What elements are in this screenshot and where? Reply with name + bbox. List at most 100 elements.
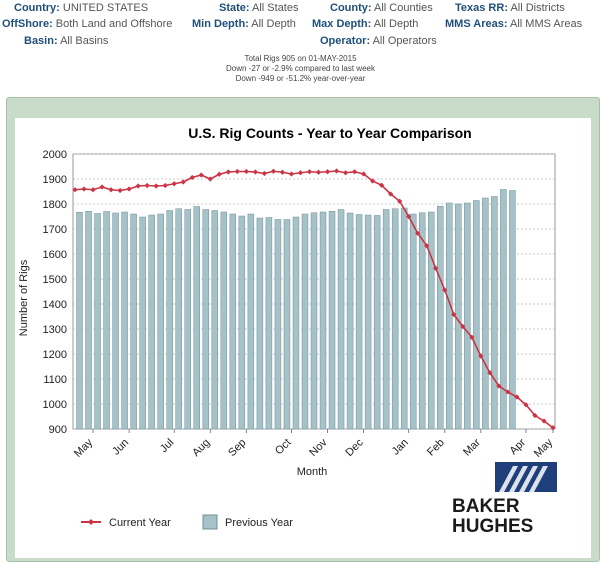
filter-mms-areas: MMS Areas: All MMS Areas bbox=[445, 18, 583, 30]
current-year-point bbox=[207, 176, 213, 182]
filter-country: Country: UNITED STATES bbox=[14, 2, 149, 14]
current-year-point bbox=[523, 402, 529, 408]
previous-year-bar bbox=[202, 209, 209, 430]
y-tick-label: 1400 bbox=[43, 299, 67, 311]
y-tick-label: 900 bbox=[49, 424, 67, 436]
previous-year-bar bbox=[274, 219, 282, 430]
current-year-point bbox=[333, 168, 340, 174]
current-year-point bbox=[351, 169, 358, 175]
current-year-point bbox=[550, 425, 556, 431]
x-tick-label: Feb bbox=[425, 437, 447, 459]
previous-year-bar bbox=[94, 213, 101, 430]
previous-year-bar bbox=[419, 212, 426, 430]
chart-panel: U.S. Rig Counts - Year to Year Compariso… bbox=[15, 118, 591, 558]
current-year-point bbox=[81, 186, 87, 192]
current-year-point bbox=[469, 334, 475, 340]
current-year-point bbox=[153, 183, 159, 189]
previous-year-bar bbox=[437, 206, 444, 430]
current-year-point bbox=[460, 323, 466, 330]
x-tick-label: Jun bbox=[110, 437, 131, 458]
current-year-point bbox=[234, 168, 240, 175]
x-tick-label: Aug bbox=[190, 437, 212, 459]
filter-basin: Basin: All Basins bbox=[24, 35, 109, 47]
previous-year-bar bbox=[400, 207, 408, 430]
previous-year-bar bbox=[301, 213, 309, 430]
filter-min-depth: Min Depth: All Depth bbox=[192, 18, 296, 30]
y-tick-label: 1600 bbox=[43, 249, 67, 261]
x-tick-label: May bbox=[72, 436, 96, 460]
previous-year-bar bbox=[121, 211, 128, 430]
previous-year-bar bbox=[328, 211, 336, 430]
x-tick-label: Sep bbox=[226, 437, 248, 459]
current-year-point bbox=[216, 171, 222, 177]
y-tick-label: 1100 bbox=[43, 374, 67, 386]
previous-year-bar bbox=[76, 212, 83, 430]
y-tick-labels: 900 1000 1100 1200 1300 1400 1500 1600 1700 1800 1… bbox=[43, 149, 67, 436]
logo-stripes bbox=[499, 466, 548, 492]
x-axis-label: Month bbox=[297, 466, 328, 478]
current-year-point bbox=[424, 243, 430, 249]
current-year-point bbox=[225, 169, 231, 175]
baker-hughes-logo: BAKER HUGHES bbox=[452, 462, 557, 537]
current-year-point bbox=[442, 287, 448, 293]
previous-year-bar bbox=[148, 214, 155, 430]
current-year-point bbox=[279, 169, 286, 175]
current-year-point bbox=[297, 170, 304, 176]
previous-year-bar bbox=[130, 213, 137, 430]
current-year-point bbox=[514, 394, 520, 400]
chart-frame: U.S. Rig Counts - Year to Year Compariso… bbox=[6, 97, 600, 562]
x-tick-label: Apr bbox=[507, 436, 528, 457]
current-year-point bbox=[72, 187, 78, 193]
current-year-point bbox=[135, 183, 141, 189]
previous-year-bar bbox=[409, 213, 417, 430]
current-year-point bbox=[288, 171, 295, 177]
chart-title: U.S. Rig Counts - Year to Year Compariso… bbox=[188, 125, 471, 141]
current-year-point bbox=[451, 311, 457, 318]
x-tick-label: Nov bbox=[307, 436, 330, 459]
x-tick-labels: May Jun Jul Aug Sep Oct Nov Dec Jan Feb Mar Apr May bbox=[72, 429, 555, 460]
filter-county: County: All Counties bbox=[330, 2, 433, 14]
current-year-point bbox=[342, 170, 349, 176]
previous-year-bar bbox=[337, 209, 345, 430]
x-tick-label: Jan bbox=[390, 437, 411, 458]
current-year-point bbox=[397, 198, 403, 204]
previous-year-bar bbox=[238, 215, 246, 430]
filter-texas-rr: Texas RR: All Districts bbox=[455, 2, 565, 14]
current-year-point bbox=[415, 230, 421, 236]
previous-year-bar bbox=[139, 216, 146, 430]
current-year-line bbox=[72, 168, 556, 431]
y-tick-label: 1300 bbox=[43, 324, 67, 336]
x-tick-label: Jul bbox=[158, 437, 176, 455]
previous-year-bar bbox=[500, 189, 507, 430]
current-year-point bbox=[541, 418, 547, 424]
filter-summary: Country: UNITED STATES State: All States… bbox=[0, 0, 601, 50]
rig-count-summary: Total Rigs 905 on 01-MAY-2015 Down -27 o… bbox=[0, 54, 601, 84]
previous-year-bar bbox=[292, 216, 300, 430]
previous-year-bar bbox=[166, 210, 173, 430]
x-tick-label: Mar bbox=[461, 436, 483, 458]
previous-year-bar bbox=[373, 215, 381, 430]
legend: Current Year Previous Year bbox=[81, 514, 293, 530]
current-year-point bbox=[370, 178, 376, 184]
previous-year-bar bbox=[229, 213, 237, 430]
legend-current-label: Current Year bbox=[109, 517, 171, 529]
x-tick-label: Dec bbox=[343, 436, 366, 459]
current-year-point bbox=[487, 370, 493, 376]
previous-year-bar bbox=[428, 211, 435, 430]
current-year-point bbox=[243, 168, 249, 175]
y-tick-label: 1500 bbox=[43, 274, 67, 286]
current-year-point bbox=[126, 186, 132, 192]
current-year-point bbox=[496, 383, 502, 389]
current-year-point bbox=[388, 191, 394, 197]
current-year-point bbox=[379, 182, 385, 188]
summary-yearly-change: Down -949 or -51.2% year-over-year bbox=[235, 74, 366, 83]
current-year-point bbox=[315, 169, 322, 175]
previous-year-bar bbox=[112, 212, 119, 430]
previous-year-bar bbox=[391, 208, 399, 430]
y-axis-label: Number of Rigs bbox=[18, 259, 30, 336]
previous-year-bar bbox=[175, 208, 182, 430]
y-tick-label: 1000 bbox=[43, 399, 67, 411]
current-year-point bbox=[108, 187, 114, 193]
previous-year-bar bbox=[211, 210, 219, 430]
previous-year-bar bbox=[256, 217, 264, 430]
